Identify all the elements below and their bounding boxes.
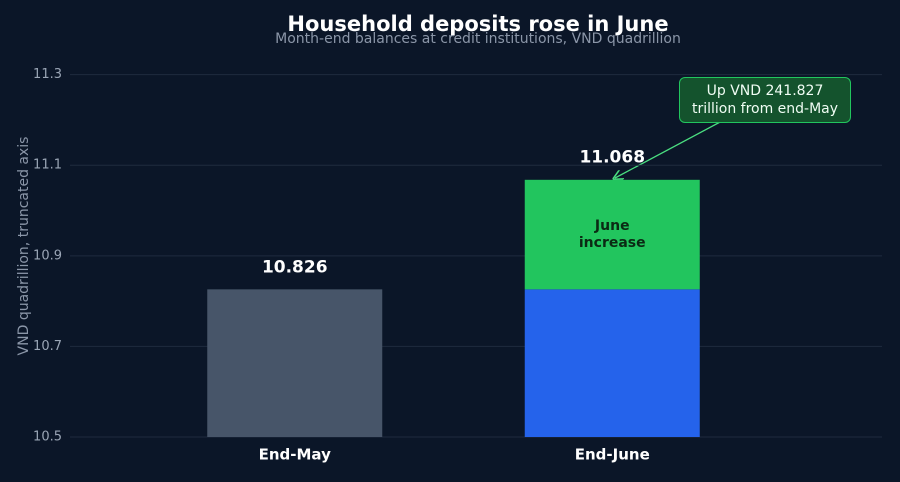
total-label: 11.068 xyxy=(579,148,645,168)
annotation: Up VND 241.827 trillion from end-May xyxy=(679,77,851,123)
y-axis-label: VND quadrillion, truncated axis xyxy=(16,137,32,356)
x-tick-label: End-June xyxy=(575,446,650,464)
y-tick-label: 10.7 xyxy=(33,339,62,354)
total-label: 10.826 xyxy=(262,257,328,277)
segment-label: June increase xyxy=(578,217,646,251)
chart-subtitle: Month-end balances at credit institution… xyxy=(275,31,681,47)
annotation-arrow xyxy=(615,120,723,178)
chart-title: Household deposits rose in June xyxy=(287,12,668,36)
y-tick-label: 10.9 xyxy=(33,248,62,263)
y-tick-label: 11.3 xyxy=(33,67,62,82)
bar-segment xyxy=(524,179,700,290)
bar-segment xyxy=(524,289,700,437)
y-tick-label: 11.1 xyxy=(33,158,62,173)
bar-segment xyxy=(207,289,383,437)
y-tick-label: 10.5 xyxy=(33,430,62,445)
x-tick-label: End-May xyxy=(259,446,331,464)
